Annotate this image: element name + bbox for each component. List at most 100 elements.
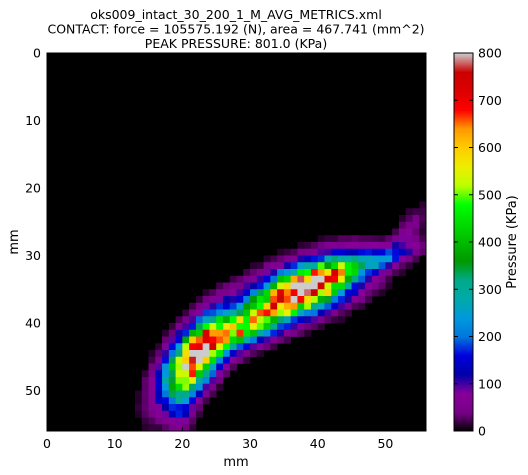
- colorbar-segment: [454, 191, 473, 194]
- heatmap-cell: [304, 255, 312, 263]
- heatmap-cell: [141, 404, 149, 412]
- heatmap-cell: [182, 329, 190, 337]
- heatmap-cell: [270, 262, 278, 270]
- colorbar-segment: [454, 235, 473, 238]
- heatmap-cell: [155, 397, 163, 405]
- heatmap-cell: [297, 296, 305, 304]
- colorbar-segment: [454, 119, 473, 122]
- heatmap-cell: [290, 269, 298, 277]
- colorbar-segment: [454, 71, 473, 74]
- heatmap-cell: [243, 343, 251, 351]
- heatmap-cell: [270, 343, 278, 351]
- heatmap-cell: [162, 410, 170, 418]
- colorbar-segment: [454, 113, 473, 116]
- heatmap-cell: [351, 235, 359, 243]
- heatmap-cell: [419, 215, 427, 223]
- heatmap-cell: [338, 309, 346, 317]
- heatmap-cell: [243, 275, 251, 283]
- heatmap-cell: [283, 255, 291, 263]
- heatmap-cell: [155, 404, 163, 412]
- heatmap-cell: [304, 269, 312, 277]
- colorbar-segment: [454, 423, 473, 426]
- heatmap-cell: [338, 262, 346, 270]
- colorbar-segment: [454, 53, 473, 56]
- heatmap-cell: [297, 289, 305, 297]
- heatmap-cell: [229, 296, 237, 304]
- heatmap-cell: [310, 316, 319, 324]
- heatmap-cell: [317, 269, 325, 277]
- colorbar-segment: [454, 103, 473, 106]
- colorbar-segment: [454, 79, 473, 82]
- heatmap-cell: [338, 242, 346, 250]
- heatmap-cell: [263, 316, 271, 324]
- heatmap-cell: [256, 343, 264, 351]
- colorbar-segment: [454, 169, 473, 172]
- heatmap-cell: [338, 289, 346, 297]
- heatmap-cell: [162, 417, 170, 425]
- colorbar-segment: [454, 251, 473, 254]
- heatmap-cell: [189, 363, 197, 371]
- heatmap-cell: [182, 404, 190, 412]
- colorbar-segment: [454, 281, 473, 284]
- heatmap-cell: [263, 329, 271, 337]
- colorbar-segment: [454, 369, 473, 372]
- heatmap-cell: [310, 323, 319, 331]
- colorbar-segment: [454, 177, 473, 180]
- heatmap-cell: [392, 235, 400, 243]
- heatmap-cell: [358, 296, 366, 304]
- heatmap-cell: [270, 336, 278, 344]
- colorbar-segment: [454, 201, 473, 204]
- heatmap-cell: [344, 235, 352, 243]
- heatmap-cell: [236, 289, 244, 297]
- heatmap-cell: [162, 383, 170, 391]
- heatmap-cell: [141, 377, 149, 385]
- heatmap-cell: [351, 296, 359, 304]
- heatmap-cell: [398, 269, 407, 277]
- heatmap-cell: [216, 343, 224, 351]
- heatmap-cell: [209, 329, 217, 337]
- heatmap-cell: [168, 343, 176, 351]
- heatmap-cell: [338, 282, 346, 290]
- colorbar-segment: [454, 407, 473, 410]
- colorbar-segment: [454, 75, 473, 78]
- heatmap-cell: [351, 248, 359, 256]
- heatmap-cell: [263, 302, 271, 310]
- heatmap-cell: [182, 390, 190, 398]
- heatmap-cell: [290, 323, 298, 331]
- colorbar-segment: [454, 331, 473, 334]
- heatmap-cell: [371, 242, 379, 250]
- colorbar-segment: [454, 117, 473, 120]
- heatmap-cell: [229, 350, 237, 358]
- heatmap-cell: [229, 323, 237, 331]
- colorbar-segment: [454, 73, 473, 76]
- heatmap-cell: [202, 336, 210, 344]
- heatmap-cell: [182, 343, 190, 351]
- heatmap-cell: [256, 350, 264, 358]
- colorbar-segment: [454, 345, 473, 348]
- heatmap-cell: [412, 215, 420, 223]
- heatmap-cell: [256, 296, 264, 304]
- colorbar-segment: [454, 311, 473, 314]
- heatmap-cell: [182, 424, 190, 432]
- colorbar-tick-label: 800: [478, 46, 502, 61]
- heatmap-cell: [270, 275, 278, 283]
- heatmap-cell: [250, 316, 258, 324]
- colorbar-segment: [454, 319, 473, 322]
- heatmap-cell: [304, 323, 312, 331]
- colorbar: 0 100 200 300 400 500 600 700 800 Pressure (KPa): [453, 46, 520, 439]
- heatmap-cell: [405, 221, 413, 229]
- heatmap-cell: [189, 370, 197, 378]
- heatmap-cell: [290, 329, 298, 337]
- heatmap-cell: [310, 255, 319, 263]
- colorbar-segment: [454, 101, 473, 104]
- heatmap-cell: [243, 336, 251, 344]
- heatmap-cell: [385, 242, 393, 250]
- heatmap-cell: [141, 417, 149, 425]
- heatmap-cell: [270, 255, 278, 263]
- heatmap-cell: [202, 289, 210, 297]
- heatmap-cell: [344, 269, 352, 277]
- heatmap-cell: [378, 289, 386, 297]
- heatmap-cell: [222, 302, 231, 310]
- heatmap-cell: [243, 282, 251, 290]
- colorbar-segment: [454, 353, 473, 356]
